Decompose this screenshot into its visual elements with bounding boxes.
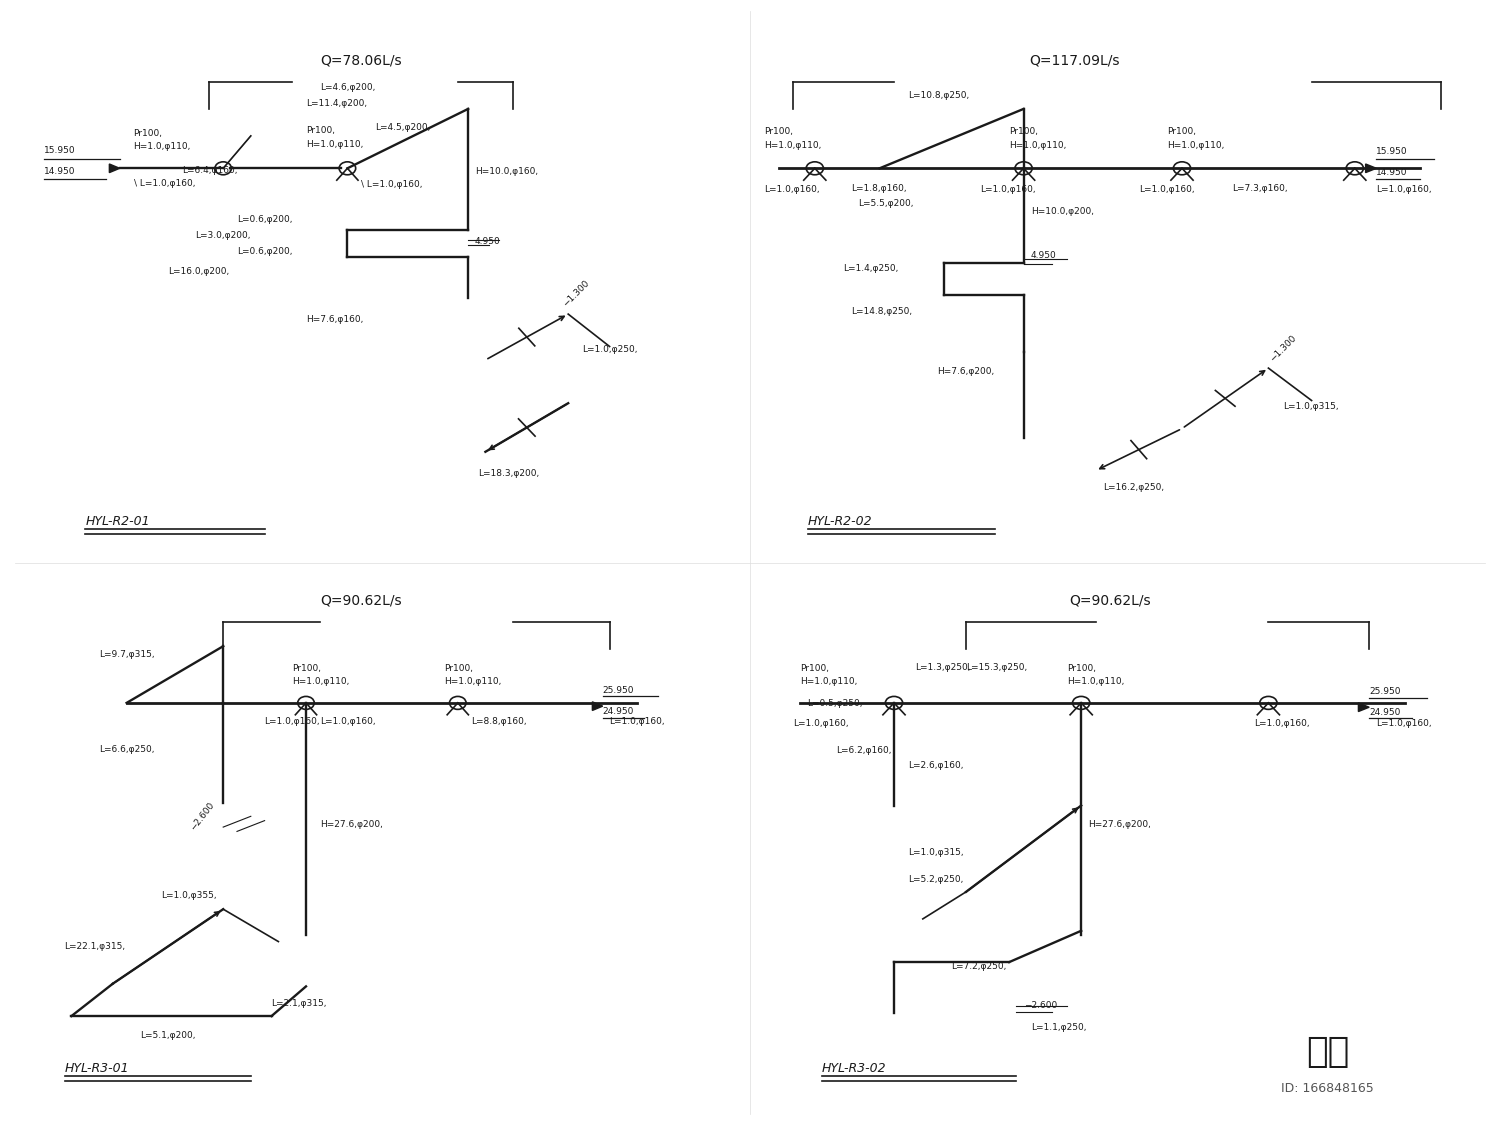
Text: L=0.6,φ200,: L=0.6,φ200, [237,246,292,255]
Text: H=1.0,φ110,: H=1.0,φ110, [306,140,363,148]
Text: H=1.0,φ110,: H=1.0,φ110, [292,677,350,686]
Text: 25.950: 25.950 [1370,687,1401,696]
Text: HYL-R3-01: HYL-R3-01 [64,1062,129,1074]
Text: L=11.4,φ200,: L=11.4,φ200, [306,99,368,108]
Text: Q=90.62L/s: Q=90.62L/s [321,593,402,608]
Text: L=5.1,φ200,: L=5.1,φ200, [141,1030,196,1040]
Text: 25.950: 25.950 [603,686,634,695]
Text: L=1.0,φ160,: L=1.0,φ160, [981,184,1036,193]
Text: L=1.1,φ250,: L=1.1,φ250, [1030,1023,1086,1032]
Text: L=22.1,φ315,: L=22.1,φ315, [64,942,126,951]
Text: Pr100,: Pr100, [801,664,830,673]
Polygon shape [110,164,120,172]
Text: L=6.4,φ160,: L=6.4,φ160, [182,165,237,174]
Text: L=2.6,φ160,: L=2.6,φ160, [909,760,964,770]
Text: L=1.0,φ315,: L=1.0,φ315, [1282,402,1338,411]
Text: L=7.3,φ160,: L=7.3,φ160, [1233,184,1288,193]
Text: L=1.0,φ160,: L=1.0,φ160, [794,719,849,728]
Text: L=14.8,φ250,: L=14.8,φ250, [850,307,912,316]
Text: 15.950: 15.950 [1377,147,1408,156]
Text: −2.600: −2.600 [189,800,216,831]
Text: H=7.6,φ160,: H=7.6,φ160, [306,315,363,324]
Text: H=1.0,φ110,: H=1.0,φ110, [444,677,501,686]
Text: L=1.8,φ160,: L=1.8,φ160, [850,184,906,193]
Text: H=27.6,φ200,: H=27.6,φ200, [1089,820,1152,829]
Text: L=9.7,φ315,: L=9.7,φ315, [99,650,154,659]
Text: Pr100,: Pr100, [1167,127,1197,136]
Text: Pr100,: Pr100, [444,664,472,673]
Text: −1.300: −1.300 [1269,334,1299,363]
Text: H=10.0,φ160,: H=10.0,φ160, [476,166,538,176]
Text: H=27.6,φ200,: H=27.6,φ200, [320,820,382,829]
Text: 24.950: 24.950 [603,708,634,717]
Text: 4.950: 4.950 [1030,251,1056,260]
Text: H=1.0,φ110,: H=1.0,φ110, [801,677,858,686]
Text: Pr100,: Pr100, [765,127,794,136]
Text: L=1.0,φ160,: L=1.0,φ160, [1138,184,1194,193]
Text: 14.950: 14.950 [1377,169,1408,178]
Text: L=1.4,φ250,: L=1.4,φ250, [843,264,898,273]
Polygon shape [1365,164,1377,172]
Text: H=1.0,φ110,: H=1.0,φ110, [765,141,822,150]
Text: H=1.0,φ110,: H=1.0,φ110, [1010,141,1066,150]
Text: −1.300: −1.300 [561,278,591,308]
Text: L=18.3,φ200,: L=18.3,φ200, [478,469,540,478]
Text: Q=117.09L/s: Q=117.09L/s [1029,53,1119,68]
Text: L=16.2,φ250,: L=16.2,φ250, [1102,483,1164,492]
Text: \ L=1.0,φ160,: \ L=1.0,φ160, [362,180,423,189]
Text: HYL-R2-02: HYL-R2-02 [807,515,871,528]
Text: L=4.6,φ200,: L=4.6,φ200, [320,83,375,92]
Text: L=8.8,φ160,: L=8.8,φ160, [471,718,526,727]
Text: L=10.8,φ250,: L=10.8,φ250, [909,91,969,100]
Text: ID: 166848165: ID: 166848165 [1281,1082,1374,1096]
Text: L=16.0,φ200,: L=16.0,φ200, [168,267,230,276]
Text: L=1.0,φ160,: L=1.0,φ160, [1254,719,1310,728]
Text: Pr100,: Pr100, [292,664,321,673]
Text: H=10.0,φ200,: H=10.0,φ200, [1030,207,1094,216]
Text: Q=90.62L/s: Q=90.62L/s [1070,593,1150,608]
Text: 知末: 知末 [1306,1035,1348,1069]
Text: L=5.2,φ250,: L=5.2,φ250, [909,875,964,884]
Text: Pr100,: Pr100, [1010,127,1038,136]
Polygon shape [1359,703,1370,711]
Text: L=6.2,φ160,: L=6.2,φ160, [837,746,892,755]
Text: −2.600: −2.600 [1023,1001,1058,1010]
Text: L=1.0,φ160,: L=1.0,φ160, [320,718,375,727]
Text: Pr100,: Pr100, [1066,664,1096,673]
Text: 14.950: 14.950 [44,168,75,177]
Text: L=5.5,φ200,: L=5.5,φ200, [858,199,913,208]
Text: Pr100,: Pr100, [306,126,334,135]
Text: H=1.0,φ110,: H=1.0,φ110, [1167,141,1226,150]
Text: L=1.0,φ355,: L=1.0,φ355, [160,891,216,900]
Text: L=1.3,φ250,: L=1.3,φ250, [915,664,970,673]
Text: L=1.0,φ160,: L=1.0,φ160, [264,718,320,727]
Text: Pr100,: Pr100, [134,129,162,138]
Text: Q=78.06L/s: Q=78.06L/s [321,53,402,68]
Polygon shape [592,702,603,711]
Text: \ L=1.0,φ160,: \ L=1.0,φ160, [134,179,195,188]
Text: L=0.6,φ200,: L=0.6,φ200, [237,215,292,224]
Text: L=0.5,φ250,: L=0.5,φ250, [807,699,862,708]
Text: L=3.0,φ200,: L=3.0,φ200, [195,232,250,241]
Text: L=4.5,φ200,: L=4.5,φ200, [375,124,430,133]
Text: H=1.0,φ110,: H=1.0,φ110, [134,143,190,152]
Text: L=1.0,φ160,: L=1.0,φ160, [1377,184,1432,193]
Text: L=1.0,φ160,: L=1.0,φ160, [765,184,820,193]
Text: L=2.1,φ315,: L=2.1,φ315, [272,999,327,1008]
Text: L=7.2,φ250,: L=7.2,φ250, [951,962,1006,971]
Text: HYL-R2-01: HYL-R2-01 [86,515,150,528]
Text: 4.950: 4.950 [476,236,501,245]
Text: L=1.0,φ160,: L=1.0,φ160, [609,718,664,727]
Text: 24.950: 24.950 [1370,709,1401,718]
Text: L=1.0,φ250,: L=1.0,φ250, [582,345,638,354]
Text: HYL-R3-02: HYL-R3-02 [822,1062,886,1074]
Text: H=1.0,φ110,: H=1.0,φ110, [1066,677,1124,686]
Text: H=7.6,φ200,: H=7.6,φ200, [938,367,994,376]
Text: 15.950: 15.950 [44,146,75,155]
Text: L=6.6,φ250,: L=6.6,φ250, [99,745,154,754]
Text: L=1.0,φ315,: L=1.0,φ315, [909,848,964,857]
Text: L=1.0,φ160,: L=1.0,φ160, [1377,719,1432,728]
Text: L=15.3,φ250,: L=15.3,φ250, [966,664,1028,673]
